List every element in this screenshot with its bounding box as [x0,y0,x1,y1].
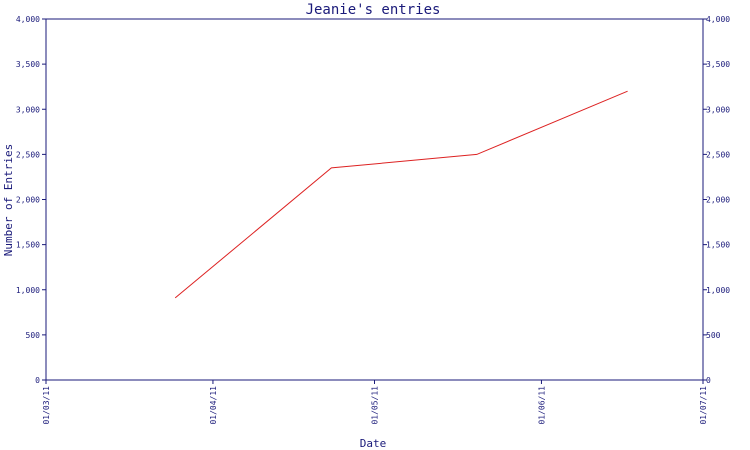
y-tick-label-right: 500 [706,331,721,340]
y-tick-label-left: 2,500 [16,150,40,159]
y-axis-left: 0 500 1,000 1,500 2,000 2,500 3,000 3,500 4,000 [16,15,46,385]
y-tick-label-left: 0 [35,376,40,385]
y-axis-title: Number of Entries [2,144,15,257]
y-tick-label-right: 1,000 [706,286,730,295]
x-axis-title: Date [360,437,387,450]
y-axis-right: 0 500 1,000 1,500 2,000 2,500 3,000 3,500 4,000 [703,15,730,385]
y-tick-label-left: 3,000 [16,105,40,114]
chart-title: Jeanie's entries [306,2,441,18]
x-tick-label: 01/07/11 [699,386,708,425]
y-tick-label-left: 500 [26,331,41,340]
y-tick-label-left: 2,000 [16,196,40,205]
x-tick-label: 01/05/11 [371,386,380,425]
series-line [174,90,628,299]
series-layer [174,90,628,299]
y-tick-label-right: 4,000 [706,15,730,24]
y-tick-label-right: 2,000 [706,196,730,205]
y-tick-label-left: 4,000 [16,15,40,24]
x-tick-label: 01/06/11 [537,386,546,425]
y-tick-label-left: 3,500 [16,60,40,69]
y-tick-label-right: 3,000 [706,105,730,114]
x-tick-label: 01/04/11 [209,386,218,425]
x-tick-label: 01/03/11 [42,386,51,425]
y-tick-label-right: 1,500 [706,241,730,250]
plot-area [45,18,704,381]
y-tick-label-left: 1,000 [16,286,40,295]
x-axis: 01/03/11 01/04/11 01/05/11 01/06/11 01/07/11 [42,380,708,425]
y-tick-label-left: 1,500 [16,241,40,250]
y-tick-label-right: 2,500 [706,150,730,159]
y-tick-label-right: 0 [706,376,711,385]
y-tick-label-right: 3,500 [706,60,730,69]
